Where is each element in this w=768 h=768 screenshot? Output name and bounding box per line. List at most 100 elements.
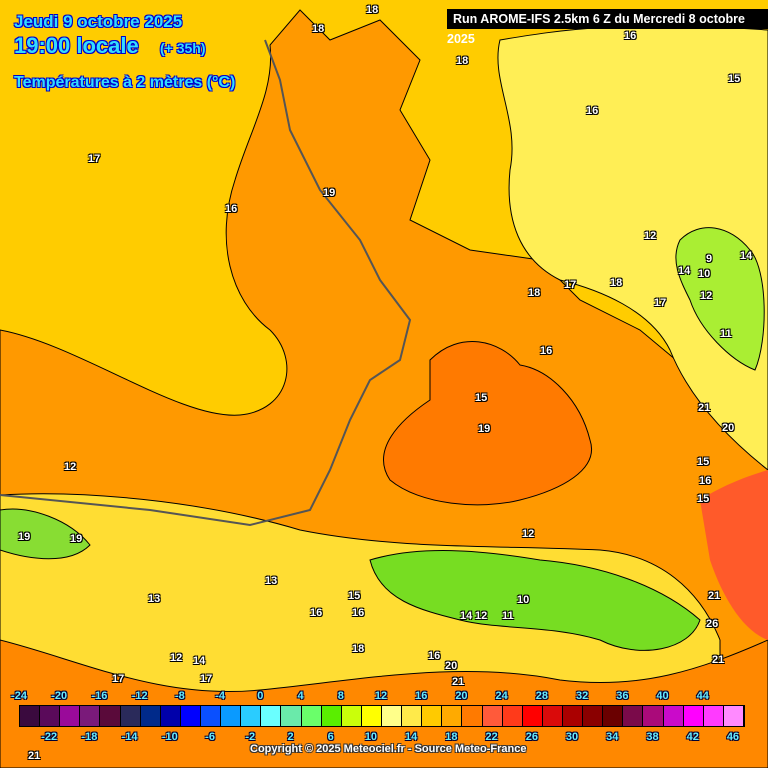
colorbar-tick-bottom: -6 (205, 731, 215, 743)
colorbar-tick-bottom: 6 (327, 731, 334, 743)
contour-label: 10 (517, 594, 530, 606)
contour-label: 17 (654, 297, 667, 309)
colorbar-cell (381, 706, 403, 726)
colorbar-tick-top: 0 (257, 690, 264, 702)
contour-label: 19 (323, 187, 336, 199)
contour-label: 21 (708, 590, 721, 602)
colorbar-tick-bottom: 10 (364, 731, 378, 743)
contour-label: 18 (352, 643, 365, 655)
colorbar-cell (683, 706, 704, 726)
contour-label: 11 (502, 610, 514, 622)
contour-label: 21 (698, 402, 711, 414)
colorbar-cell (60, 706, 81, 726)
model-run-banner: Run AROME-IFS 2.5km 6 Z du Mercredi 8 oc… (447, 9, 768, 46)
colorbar-tick-bottom: 38 (646, 731, 659, 743)
contour-label: 17 (112, 673, 125, 685)
contour-label: 14 (460, 610, 473, 622)
colorbar-tick-bottom: -22 (41, 731, 58, 743)
contour-label: 12 (644, 230, 657, 242)
colorbar-cell (603, 706, 624, 726)
colorbar-tick-bottom: 30 (565, 731, 579, 743)
colorbar-cell (100, 706, 121, 726)
contour-label: 19 (70, 533, 83, 545)
contour-label: 16 (352, 607, 365, 619)
contour-label: 15 (697, 493, 710, 505)
contour-label: 16 (225, 203, 238, 215)
contour-label: 17 (564, 279, 577, 291)
contour-label: 19 (478, 423, 491, 435)
colorbar-cell (482, 706, 503, 726)
contour-label: 20 (445, 660, 458, 672)
colorbar-tick-top: -12 (131, 690, 148, 702)
colorbar-tick-bottom: -2 (245, 731, 256, 743)
colorbar-tick-bottom: 22 (485, 731, 498, 743)
colorbar-tick-top: 20 (455, 690, 468, 702)
colorbar-tick-top: 32 (575, 690, 589, 702)
contour-label: 15 (348, 590, 361, 602)
contour-label: 12 (170, 652, 183, 664)
contour-label: 15 (697, 456, 710, 468)
colorbar-cell (703, 706, 724, 726)
colorbar-cell (502, 706, 523, 726)
colorbar-cell (221, 706, 242, 726)
colorbar-cell (200, 706, 222, 726)
colorbar-tick-bottom: 46 (726, 731, 740, 743)
colorbar-cell (643, 706, 664, 726)
copyright: Copyright © 2025 Meteociel.fr - Source M… (250, 743, 527, 755)
colorbar-cell (462, 706, 483, 726)
contour-label: 13 (265, 575, 278, 587)
contour-label: 15 (475, 392, 488, 404)
colorbar-tick-bottom: -14 (121, 731, 138, 743)
contour-label: 26 (706, 618, 719, 630)
green-pyrenees (369, 550, 701, 651)
green-west-pyrenees (0, 508, 91, 560)
contour-label: 13 (148, 593, 161, 605)
colorbar-tick-bottom: 2 (287, 731, 294, 743)
contour-label: 12 (64, 461, 77, 473)
colorbar-cell (180, 706, 201, 726)
contour-label: 19 (18, 531, 31, 543)
colorbar-cell (562, 706, 584, 726)
contour-label: 18 (312, 23, 325, 35)
colorbar-cell (583, 706, 604, 726)
colorbar-cell (341, 706, 362, 726)
colorbar-cell (402, 706, 423, 726)
colorbar-tick-top: 16 (415, 690, 428, 702)
colorbar-cell (361, 706, 382, 726)
colorbar-cell (140, 706, 161, 726)
colorbar-cell (542, 706, 563, 726)
contour-label: 15 (728, 73, 741, 85)
colorbar-tick-bottom: 18 (445, 731, 458, 743)
contour-label: 16 (699, 475, 712, 487)
mediterranean-red-orange (700, 470, 768, 640)
colorbar-tick-top: -20 (51, 690, 68, 702)
contour-label: 9 (706, 253, 713, 265)
forecast-date: Jeudi 9 octobre 2025 (14, 12, 183, 31)
colorbar-cell (261, 706, 282, 726)
colorbar-tick-top: 4 (297, 690, 304, 702)
contour-label: 16 (428, 650, 441, 662)
colorbar-cell (241, 706, 262, 726)
colorbar-cell (301, 706, 322, 726)
contour-label: 12 (522, 528, 535, 540)
colorbar-tick-top: 44 (696, 690, 709, 702)
colorbar-cell (20, 706, 41, 726)
contour-label: 21 (28, 750, 41, 762)
colorbar-tick-top: 12 (374, 690, 388, 702)
yellow-pyrenees-band (0, 493, 721, 701)
contour-label: 10 (698, 268, 711, 280)
colorbar-tick-top: 40 (656, 690, 669, 702)
contour-label: 14 (740, 250, 753, 262)
colorbar-cell (522, 706, 543, 726)
contour-label: 17 (88, 153, 101, 165)
colorbar-tick-top: 24 (495, 690, 508, 702)
colorbar-tick-top: -4 (215, 690, 225, 702)
contour-label: 16 (624, 30, 637, 42)
contour-label: 21 (452, 676, 465, 688)
colorbar-cell (120, 706, 141, 726)
colorbar-cell (442, 706, 463, 726)
contour-label: 14 (193, 655, 206, 667)
lead-time: (+ 35h) (160, 40, 206, 56)
colorbar-cell (40, 706, 61, 726)
